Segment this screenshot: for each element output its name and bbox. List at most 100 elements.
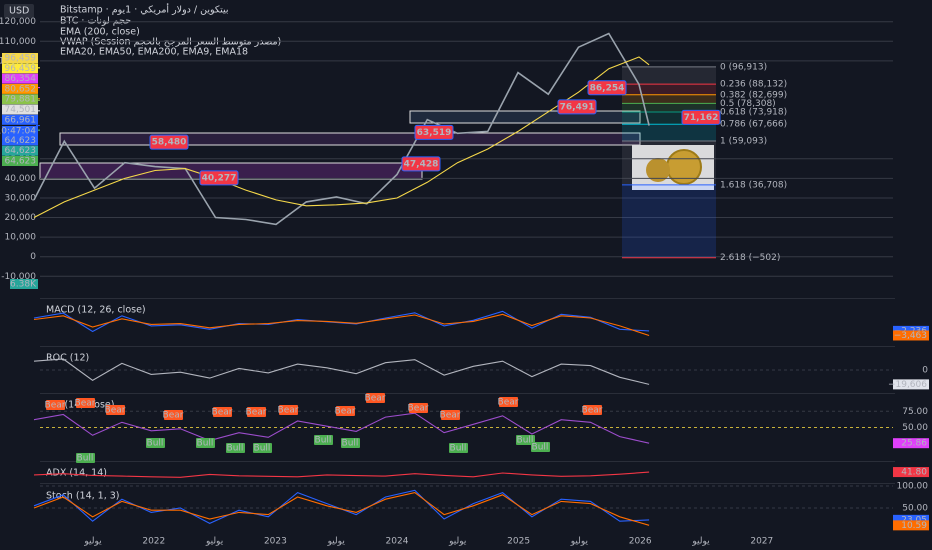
- fib-label: 0.786 (67,666): [720, 120, 787, 130]
- value-tag: [893, 330, 929, 341]
- callout-label: 63,519: [417, 128, 452, 138]
- callout-label: 71,162: [684, 113, 719, 123]
- price-tag: [2, 53, 38, 63]
- pane-title: Stoch (14, 1, 3): [46, 491, 120, 502]
- callout-label: 58,480: [152, 138, 187, 148]
- signal-label: Bear: [212, 408, 233, 418]
- signal-badge: [226, 443, 245, 453]
- price-tag: [2, 145, 38, 156]
- signal-badge: [531, 442, 550, 452]
- signal-label: Bull: [532, 443, 549, 453]
- price-tag-label: 80,652: [5, 84, 37, 94]
- signal-badge: [314, 435, 333, 445]
- value-tag-label: 10.59: [901, 521, 927, 531]
- value-tag-label: 25.86: [901, 439, 927, 449]
- signal-label: Bear: [365, 394, 386, 404]
- price-tag-label: 66,961: [5, 115, 37, 125]
- pane-separator: [40, 346, 895, 347]
- pane-separator: [40, 483, 895, 484]
- x-tick-label: 2023: [264, 537, 287, 547]
- signal-label: Bear: [75, 399, 96, 409]
- signal-label: Bear: [335, 407, 356, 417]
- signal-label: Bear: [408, 404, 429, 414]
- signal-badge: [583, 405, 602, 415]
- callout-label: 47,428: [404, 159, 439, 169]
- signal-label: Bull: [315, 436, 332, 446]
- price-tag-label: 96,459: [5, 64, 37, 74]
- fib-zone: [622, 66, 716, 85]
- x-tick-label: 2027: [750, 537, 773, 547]
- y-tick-label: 50.00: [902, 423, 928, 433]
- indicator-legend: EMA20, EMA50, EMA200, EMA9, EMA18: [60, 47, 248, 58]
- volume-legend: BTC · حجم لونات: [60, 16, 131, 27]
- signal-badge: [499, 397, 518, 407]
- coin: [646, 158, 670, 182]
- signal-badge: [76, 398, 95, 408]
- fib-zone: [622, 84, 716, 95]
- fib-label: 0.382 (82,699): [720, 90, 787, 100]
- currency: USD: [9, 6, 29, 17]
- indicator-legend: EMA (200, close): [60, 27, 140, 38]
- fib-zone: [622, 184, 716, 258]
- fib-label: 0.5 (78,308): [720, 99, 776, 109]
- signal-badge: [441, 410, 460, 420]
- volume-tag: [10, 279, 38, 289]
- signal-label: Bear: [105, 406, 126, 416]
- value-tag: [893, 520, 929, 531]
- signal-badge: [106, 405, 125, 415]
- callout-box: [149, 134, 189, 150]
- fib-label: 0.618 (73,918): [720, 107, 787, 117]
- signal-label: Bull: [254, 444, 271, 454]
- series-line: [33, 471, 650, 478]
- toolbar: USD: [4, 4, 34, 18]
- value-tag: [893, 514, 929, 525]
- signal-label: Bull: [342, 439, 359, 449]
- x-tick-label: 2022: [142, 537, 165, 547]
- x-tick-label: يوليو: [691, 537, 710, 547]
- signal-label: Bear: [582, 406, 603, 416]
- callout-label: 40,277: [202, 173, 237, 183]
- x-tick-label: يوليو: [205, 537, 224, 547]
- x-tick-label: 2026: [629, 537, 652, 547]
- bitcoin-image: [632, 145, 714, 190]
- signal-label: Bull: [77, 454, 94, 464]
- y-tick-label: 10,000: [5, 233, 37, 243]
- price-tag: [2, 83, 38, 94]
- price-tag: [2, 156, 38, 166]
- fib-zone: [622, 140, 716, 185]
- value-tag-label: −19,606: [888, 380, 927, 390]
- value-tag-label: 41.80: [901, 468, 927, 478]
- series-line: [33, 412, 650, 444]
- signal-label: Bull: [227, 444, 244, 454]
- fib-zone: [622, 94, 716, 104]
- currency-button[interactable]: [4, 4, 34, 18]
- series-line: [33, 358, 650, 385]
- signal-badge: [409, 403, 428, 413]
- pane-title: ROC (12): [46, 353, 89, 364]
- volume-label: 6.38K: [10, 280, 37, 290]
- clock: 10:47:04: [0, 127, 36, 137]
- fib-label: 0 (96,913): [720, 62, 767, 72]
- price-tag-label: 64,623: [5, 136, 37, 146]
- price-tag-label: 79,881: [5, 95, 37, 105]
- clock-tag: [2, 126, 38, 136]
- pane-title: ADX (14, 14): [46, 468, 107, 479]
- fib-label: 1 (59,093): [720, 136, 767, 146]
- indicator-legend: VWAP (Session مصدر متوسط السعر المرجح با…: [60, 37, 281, 48]
- callout-box: [557, 99, 597, 115]
- fib-label: 2.618 (−502): [720, 253, 780, 263]
- pane-title: MACD (12, 26, close): [46, 305, 146, 316]
- y-tick-label: -10,000: [1, 272, 36, 282]
- fib-zone: [622, 124, 716, 141]
- callout-box: [681, 109, 721, 125]
- signal-badge: [164, 410, 183, 420]
- signal-badge: [76, 453, 95, 463]
- y-tick-label: 0: [30, 252, 36, 262]
- value-tag: [893, 467, 929, 478]
- zone-box: [59, 132, 641, 146]
- signal-label: Bear: [45, 401, 66, 411]
- value-tag: [893, 379, 929, 390]
- price-tag-label: 74,501: [5, 105, 37, 115]
- signal-badge: [253, 443, 272, 453]
